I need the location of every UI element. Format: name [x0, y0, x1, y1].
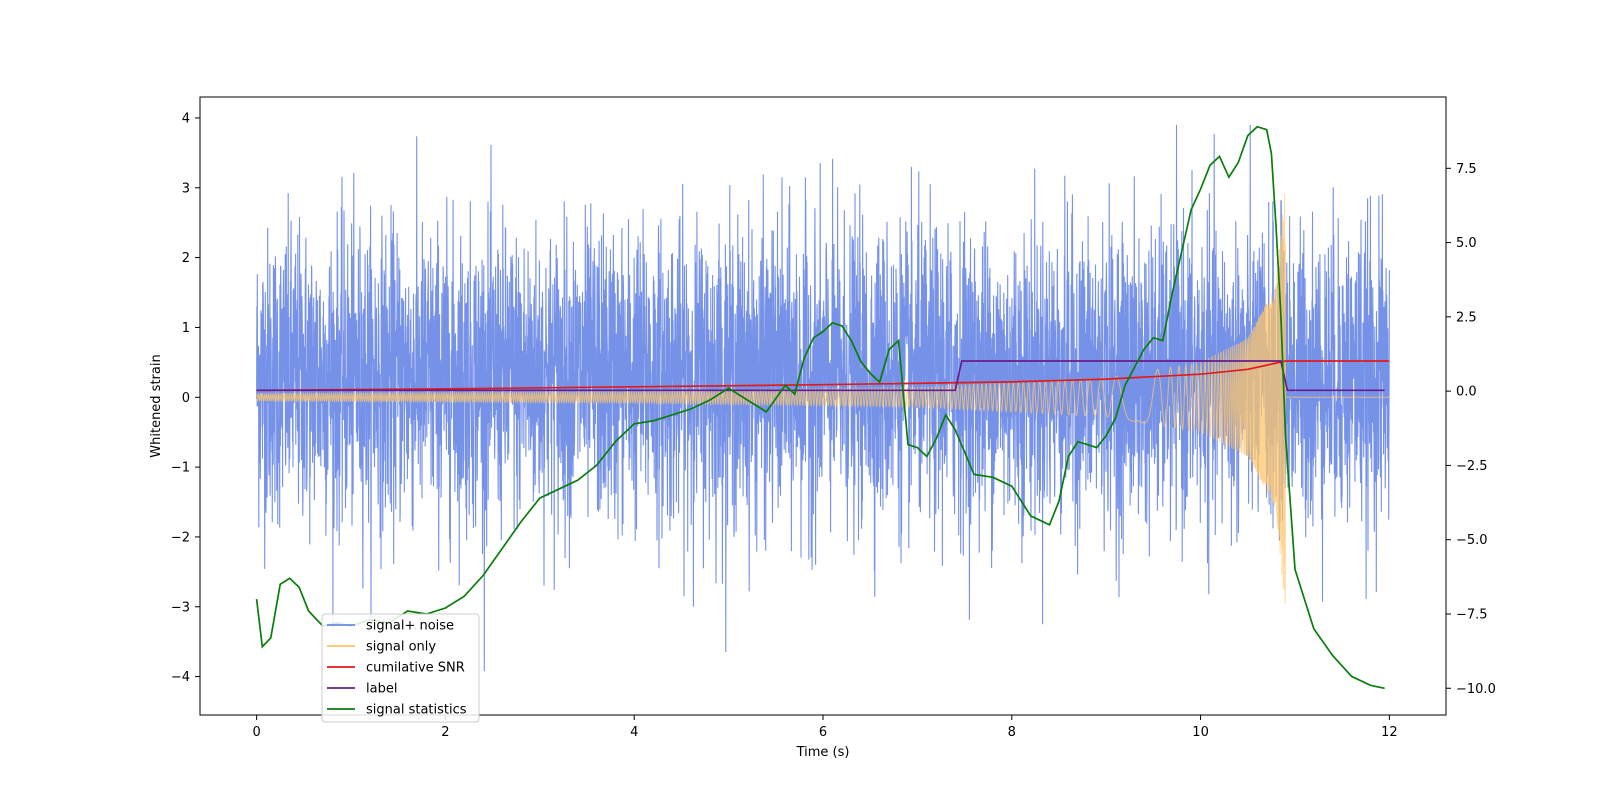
y-tick-label: −3	[171, 600, 190, 615]
x-tick-label: 12	[1381, 725, 1398, 740]
y2-tick-label: −5.0	[1456, 533, 1488, 548]
legend-entry-cumilative-snr: cumilative SNR	[327, 661, 465, 676]
y-tick-label: −2	[171, 530, 190, 545]
x-tick-label: 10	[1192, 725, 1209, 740]
legend-entry-signal-statistics: signal statistics	[327, 703, 467, 718]
y-tick-label: −1	[171, 461, 190, 476]
series-signal-statistics	[255, 125, 1385, 690]
y2-tick-label: 7.5	[1456, 162, 1477, 177]
legend-label: label	[366, 682, 397, 697]
legend-entry-signal-only: signal only	[327, 640, 436, 655]
x-tick-label: 8	[1008, 725, 1016, 740]
y-axis-label: Whitened strain	[149, 354, 164, 457]
series-label	[256, 360, 1385, 392]
y-tick-label: −4	[171, 670, 190, 685]
legend-label: signal only	[366, 640, 436, 655]
x-tick-label: 2	[441, 725, 449, 740]
y-tick-label: 4	[182, 111, 190, 126]
y-tick-label: 3	[182, 181, 190, 196]
y-tick-label: 2	[182, 251, 190, 266]
x-tick-label: 6	[819, 725, 827, 740]
y-axis-left: −4 −3 −2 −1 0 1 2 3 4	[171, 111, 200, 685]
legend-label: signal+ noise	[366, 619, 454, 634]
legend-label: cumilative SNR	[366, 661, 465, 676]
plot-area	[255, 124, 1390, 690]
y2-tick-label: 2.5	[1456, 310, 1477, 325]
y2-tick-label: 5.0	[1456, 236, 1477, 251]
y2-tick-label: −2.5	[1456, 459, 1488, 474]
legend-entry-signal-noise: signal+ noise	[327, 619, 454, 634]
series-cumilative-snr	[256, 360, 1390, 392]
legend-box	[321, 613, 480, 723]
x-axis-label: Time (s)	[796, 745, 850, 760]
legend-entry-label: label	[327, 682, 397, 697]
series-signal-only	[256, 193, 1390, 604]
y2-tick-label: 0.0	[1456, 385, 1477, 400]
y-tick-label: 1	[182, 321, 190, 336]
x-tick-label: 4	[630, 725, 638, 740]
y-axis-right: −10.0 −7.5 −5.0 −2.5 0.0 2.5 5.0 7.5	[1446, 162, 1496, 697]
y2-tick-label: −7.5	[1456, 607, 1488, 622]
y-tick-label: 0	[182, 391, 190, 406]
legend: signal+ noise signal only cumilative SNR la…	[321, 613, 480, 723]
x-tick-label: 0	[252, 725, 260, 740]
legend-label: signal statistics	[366, 703, 467, 718]
y2-tick-label: −10.0	[1456, 682, 1496, 697]
